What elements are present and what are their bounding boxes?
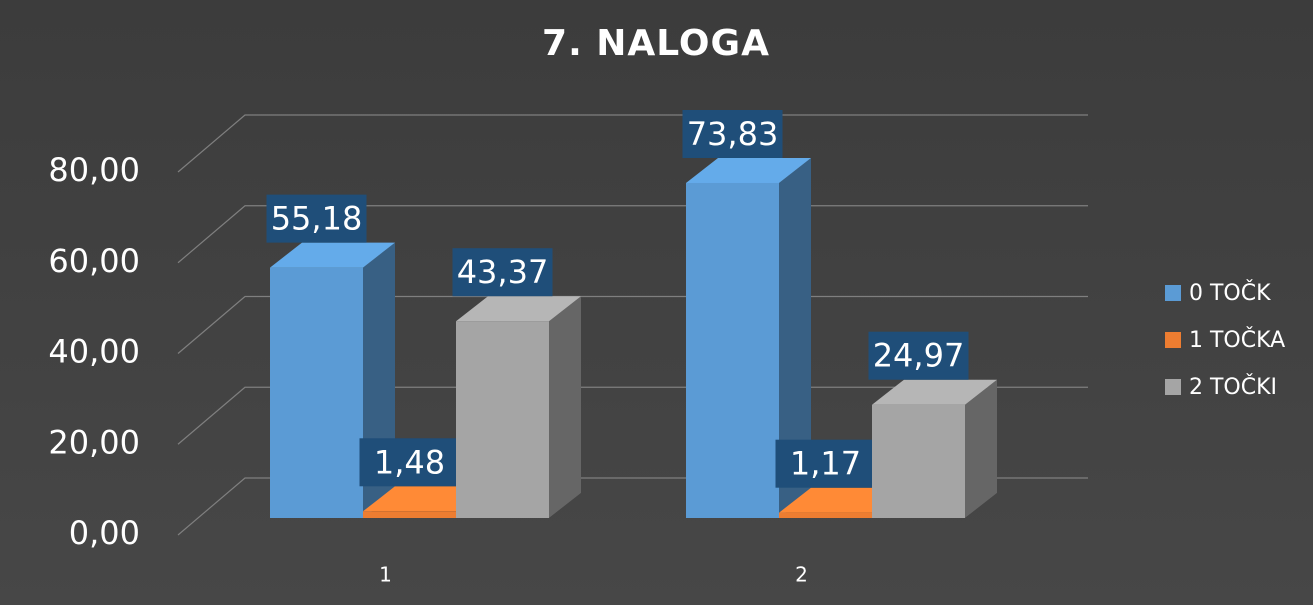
legend-label: 1 TOČKA <box>1189 327 1285 353</box>
bar-top <box>456 296 581 322</box>
legend-swatch <box>1165 379 1181 395</box>
bar <box>686 182 779 518</box>
bar-top <box>872 379 997 405</box>
legend-swatch <box>1165 332 1181 348</box>
value-label: 24,97 <box>873 337 965 375</box>
chart-title: 7. NALOGA <box>542 23 770 64</box>
bar <box>779 512 872 518</box>
y-tick-label: 40,00 <box>48 333 140 371</box>
bar <box>363 511 456 518</box>
grid-line <box>177 114 1088 173</box>
bar <box>270 267 363 518</box>
bar-top <box>686 157 811 183</box>
bar-side <box>965 379 997 518</box>
value-label: 43,37 <box>457 253 549 291</box>
value-label-box <box>266 194 367 243</box>
value-label-box <box>359 438 460 487</box>
bar-top <box>270 242 395 268</box>
legend-label: 2 TOČKI <box>1189 374 1277 400</box>
x-tick-label: 2 <box>795 563 808 587</box>
value-label: 1,48 <box>374 443 445 481</box>
value-label: 73,83 <box>687 115 779 153</box>
legend-label: 0 TOČK <box>1189 280 1271 306</box>
bar-side <box>779 157 811 518</box>
value-label-box <box>868 331 969 380</box>
y-tick-label: 60,00 <box>48 242 140 280</box>
bar <box>456 321 549 518</box>
legend-swatch <box>1165 285 1181 301</box>
value-label: 1,17 <box>790 445 861 483</box>
x-tick-label: 1 <box>379 563 392 587</box>
value-label-box <box>452 248 553 297</box>
bar <box>872 404 965 518</box>
bar-side <box>549 296 581 518</box>
y-tick-label: 20,00 <box>48 423 140 461</box>
value-label-box <box>682 109 783 158</box>
y-tick-label: 80,00 <box>48 151 140 189</box>
value-label-box <box>775 439 876 488</box>
y-tick-label: 0,00 <box>69 514 140 552</box>
value-label: 55,18 <box>271 200 363 238</box>
